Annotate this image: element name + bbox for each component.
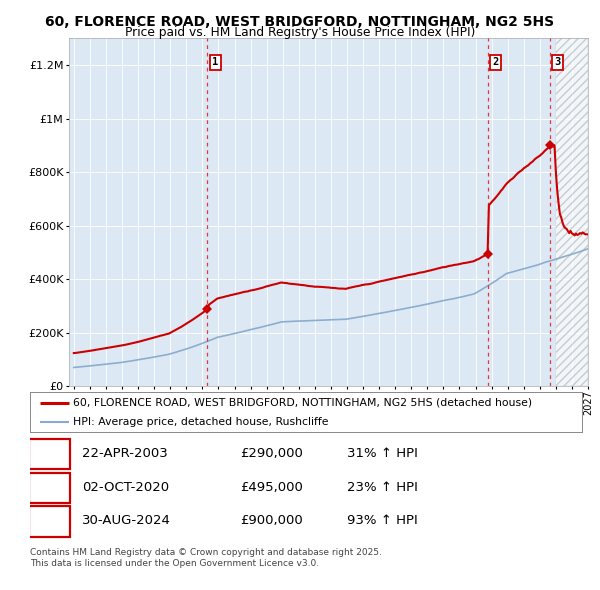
Text: 02-OCT-2020: 02-OCT-2020 (82, 481, 170, 494)
Bar (556, 38, 588, 386)
Text: 2: 2 (493, 57, 499, 67)
FancyBboxPatch shape (29, 506, 70, 537)
Text: 60, FLORENCE ROAD, WEST BRIDGFORD, NOTTINGHAM, NG2 5HS (detached house): 60, FLORENCE ROAD, WEST BRIDGFORD, NOTTI… (73, 398, 532, 408)
Text: 23% ↑ HPI: 23% ↑ HPI (347, 481, 418, 494)
Text: 3: 3 (45, 514, 54, 527)
Text: 2: 2 (45, 481, 54, 494)
Text: 3: 3 (554, 57, 560, 67)
Text: 1: 1 (45, 447, 54, 460)
Text: 93% ↑ HPI: 93% ↑ HPI (347, 514, 418, 527)
FancyBboxPatch shape (29, 439, 70, 470)
Text: 60, FLORENCE ROAD, WEST BRIDGFORD, NOTTINGHAM, NG2 5HS: 60, FLORENCE ROAD, WEST BRIDGFORD, NOTTI… (46, 15, 554, 30)
Text: 31% ↑ HPI: 31% ↑ HPI (347, 447, 418, 460)
Text: £495,000: £495,000 (240, 481, 302, 494)
Text: 1: 1 (212, 57, 218, 67)
Text: £900,000: £900,000 (240, 514, 302, 527)
FancyBboxPatch shape (29, 473, 70, 503)
Text: £290,000: £290,000 (240, 447, 302, 460)
Text: 30-AUG-2024: 30-AUG-2024 (82, 514, 172, 527)
Text: HPI: Average price, detached house, Rushcliffe: HPI: Average price, detached house, Rush… (73, 417, 329, 427)
Text: Contains HM Land Registry data © Crown copyright and database right 2025.
This d: Contains HM Land Registry data © Crown c… (30, 548, 382, 568)
Text: 22-APR-2003: 22-APR-2003 (82, 447, 168, 460)
Text: Price paid vs. HM Land Registry's House Price Index (HPI): Price paid vs. HM Land Registry's House … (125, 26, 475, 39)
